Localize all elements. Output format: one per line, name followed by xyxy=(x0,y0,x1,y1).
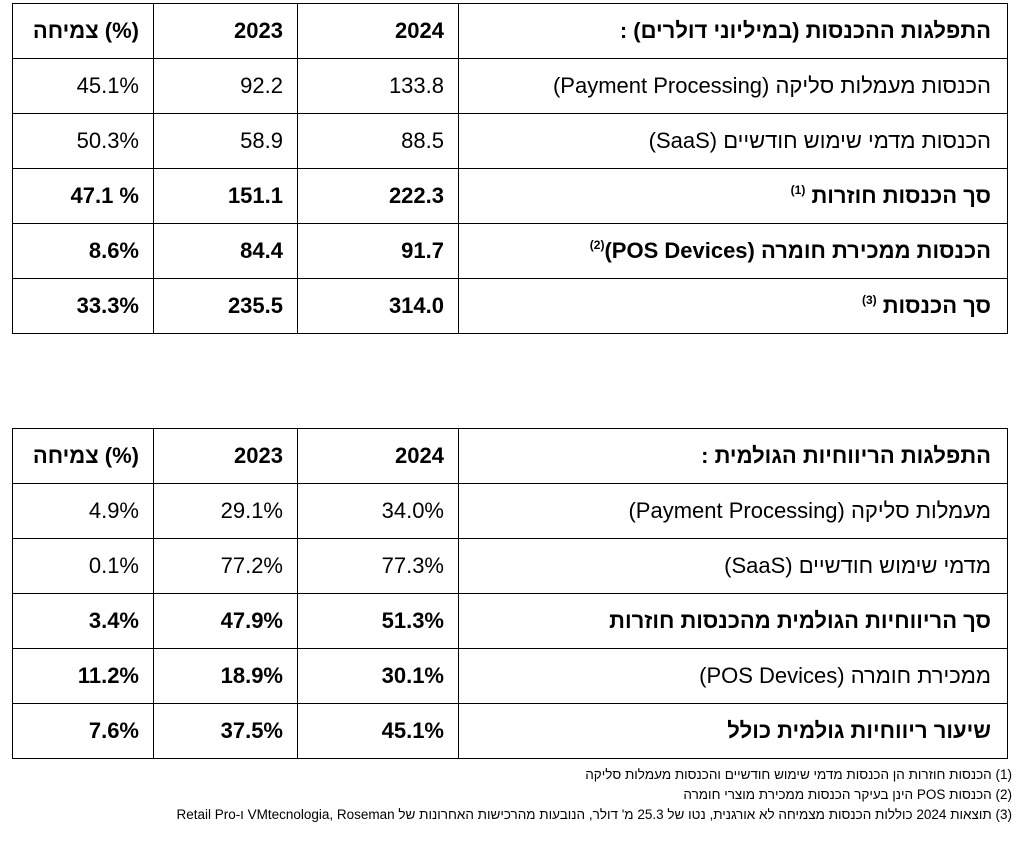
table-row: 11.2% 18.9% 30.1% ממכירת חומרה (POS Devi… xyxy=(12,648,1008,704)
growth-cell: 11.2% xyxy=(12,648,154,704)
growth-cell: 0.1% xyxy=(12,538,154,594)
table-row: 50.3% 58.9 88.5 הכנסות מדמי שימוש חודשיי… xyxy=(12,113,1008,169)
footnote-marker: (2) xyxy=(995,787,1012,802)
revenue-distribution-table: צמיחה (%) 2023 2024 התפלגות ההכנסות (במי… xyxy=(12,3,1008,334)
footnote-marker: (1) xyxy=(790,183,806,197)
year-2024-cell: 34.0% xyxy=(297,483,459,539)
growth-cell: 4.9% xyxy=(12,483,154,539)
row-label: הכנסות ממכירת חומרה (POS Devices) xyxy=(604,238,991,263)
row-label: הכנסות מדמי שימוש חודשיים (SaaS) xyxy=(458,113,1008,169)
growth-cell: 8.6% xyxy=(12,223,154,279)
row-label: הכנסות מעמלות סליקה (Payment Processing) xyxy=(458,58,1008,114)
year-2024-cell: 314.0 xyxy=(297,278,459,334)
row-label: סך הכנסות חוזרות xyxy=(811,183,991,208)
year-2024-cell: 45.1% xyxy=(297,703,459,759)
year-2023-cell: 84.4 xyxy=(153,223,298,279)
footnote-marker: (3) xyxy=(995,807,1012,822)
year-2023-cell: 151.1 xyxy=(153,168,298,224)
table-row: 0.1% 77.2% 77.3% מדמי שימוש חודשיים (Saa… xyxy=(12,538,1008,594)
growth-cell: 33.3% xyxy=(12,278,154,334)
footnote-text: הכנסות חוזרות הן הכנסות מדמי שימוש חודשי… xyxy=(585,767,992,782)
row-label: מדמי שימוש חודשיים (SaaS) xyxy=(458,538,1008,594)
growth-cell: 50.3% xyxy=(12,113,154,169)
row-label: שיעור ריווחיות גולמית כולל xyxy=(458,703,1008,759)
year-2024-cell: 91.7 xyxy=(297,223,459,279)
year-2023-cell: 58.9 xyxy=(153,113,298,169)
row-label-cell: סך הכנסות חוזרות (1) xyxy=(458,168,1008,224)
footnote: (3) תוצאות 2024 כוללות הכנסות מצמיחה לא … xyxy=(12,805,1012,825)
row-label: ממכירת חומרה (POS Devices) xyxy=(458,648,1008,704)
table-row: 7.6% 37.5% 45.1% שיעור ריווחיות גולמית כ… xyxy=(12,703,1008,759)
table-header-row: צמיחה (%) 2023 2024 התפלגות ההכנסות (במי… xyxy=(12,3,1008,59)
year-2024-cell: 30.1% xyxy=(297,648,459,704)
footnote-text: תוצאות 2024 כוללות הכנסות מצמיחה לא אורג… xyxy=(176,807,992,822)
table-row: 3.4% 47.9% 51.3% סך הריווחיות הגולמית מה… xyxy=(12,593,1008,649)
row-label: מעמלות סליקה (Payment Processing) xyxy=(458,483,1008,539)
footnotes: (1) הכנסות חוזרות הן הכנסות מדמי שימוש ח… xyxy=(12,765,1012,825)
growth-cell: 3.4% xyxy=(12,593,154,649)
year-2023-column-header: 2023 xyxy=(153,3,298,59)
year-2023-cell: 77.2% xyxy=(153,538,298,594)
year-2024-column-header: 2024 xyxy=(297,3,459,59)
table-title: התפלגות ההכנסות (במיליוני דולרים) : xyxy=(458,3,1008,59)
year-2024-cell: 77.3% xyxy=(297,538,459,594)
year-2024-column-header: 2024 xyxy=(297,428,459,484)
row-label: סך הכנסות xyxy=(882,293,991,318)
year-2023-cell: 37.5% xyxy=(153,703,298,759)
row-label-cell: סך הכנסות (3) xyxy=(458,278,1008,334)
growth-cell: 47.1 % xyxy=(12,168,154,224)
footnote-marker: (1) xyxy=(995,767,1012,782)
growth-cell: 7.6% xyxy=(12,703,154,759)
footnote: (1) הכנסות חוזרות הן הכנסות מדמי שימוש ח… xyxy=(12,765,1012,785)
table-title: התפלגות הריווחיות הגולמית : xyxy=(458,428,1008,484)
gross-margin-distribution-table: צמיחה (%) 2023 2024 התפלגות הריווחיות הג… xyxy=(12,428,1008,759)
year-2024-cell: 88.5 xyxy=(297,113,459,169)
table-row: 45.1% 92.2 133.8 הכנסות מעמלות סליקה (Pa… xyxy=(12,58,1008,114)
table-row: 33.3% 235.5 314.0 סך הכנסות (3) xyxy=(12,278,1008,334)
footnote-marker: (3) xyxy=(861,293,877,307)
growth-column-header: צמיחה (%) xyxy=(12,428,154,484)
year-2023-cell: 29.1% xyxy=(153,483,298,539)
year-2023-cell: 18.9% xyxy=(153,648,298,704)
row-label-cell: הכנסות ממכירת חומרה (POS Devices)(2) xyxy=(458,223,1008,279)
year-2024-cell: 133.8 xyxy=(297,58,459,114)
table-row: 8.6% 84.4 91.7 הכנסות ממכירת חומרה (POS … xyxy=(12,223,1008,279)
year-2023-cell: 92.2 xyxy=(153,58,298,114)
year-2023-column-header: 2023 xyxy=(153,428,298,484)
year-2024-cell: 51.3% xyxy=(297,593,459,649)
table-row: 4.9% 29.1% 34.0% מעמלות סליקה (Payment P… xyxy=(12,483,1008,539)
year-2023-cell: 47.9% xyxy=(153,593,298,649)
row-label: סך הריווחיות הגולמית מהכנסות חוזרות xyxy=(458,593,1008,649)
year-2023-cell: 235.5 xyxy=(153,278,298,334)
growth-cell: 45.1% xyxy=(12,58,154,114)
footnote: (2) הכנסות POS הינן בעיקר הכנסות ממכירת … xyxy=(12,785,1012,805)
growth-column-header: צמיחה (%) xyxy=(12,3,154,59)
table-row: 47.1 % 151.1 222.3 סך הכנסות חוזרות (1) xyxy=(12,168,1008,224)
footnote-text: הכנסות POS הינן בעיקר הכנסות ממכירת מוצר… xyxy=(683,787,992,802)
table-header-row: צמיחה (%) 2023 2024 התפלגות הריווחיות הג… xyxy=(12,428,1008,484)
year-2024-cell: 222.3 xyxy=(297,168,459,224)
footnote-marker: (2) xyxy=(589,238,605,252)
